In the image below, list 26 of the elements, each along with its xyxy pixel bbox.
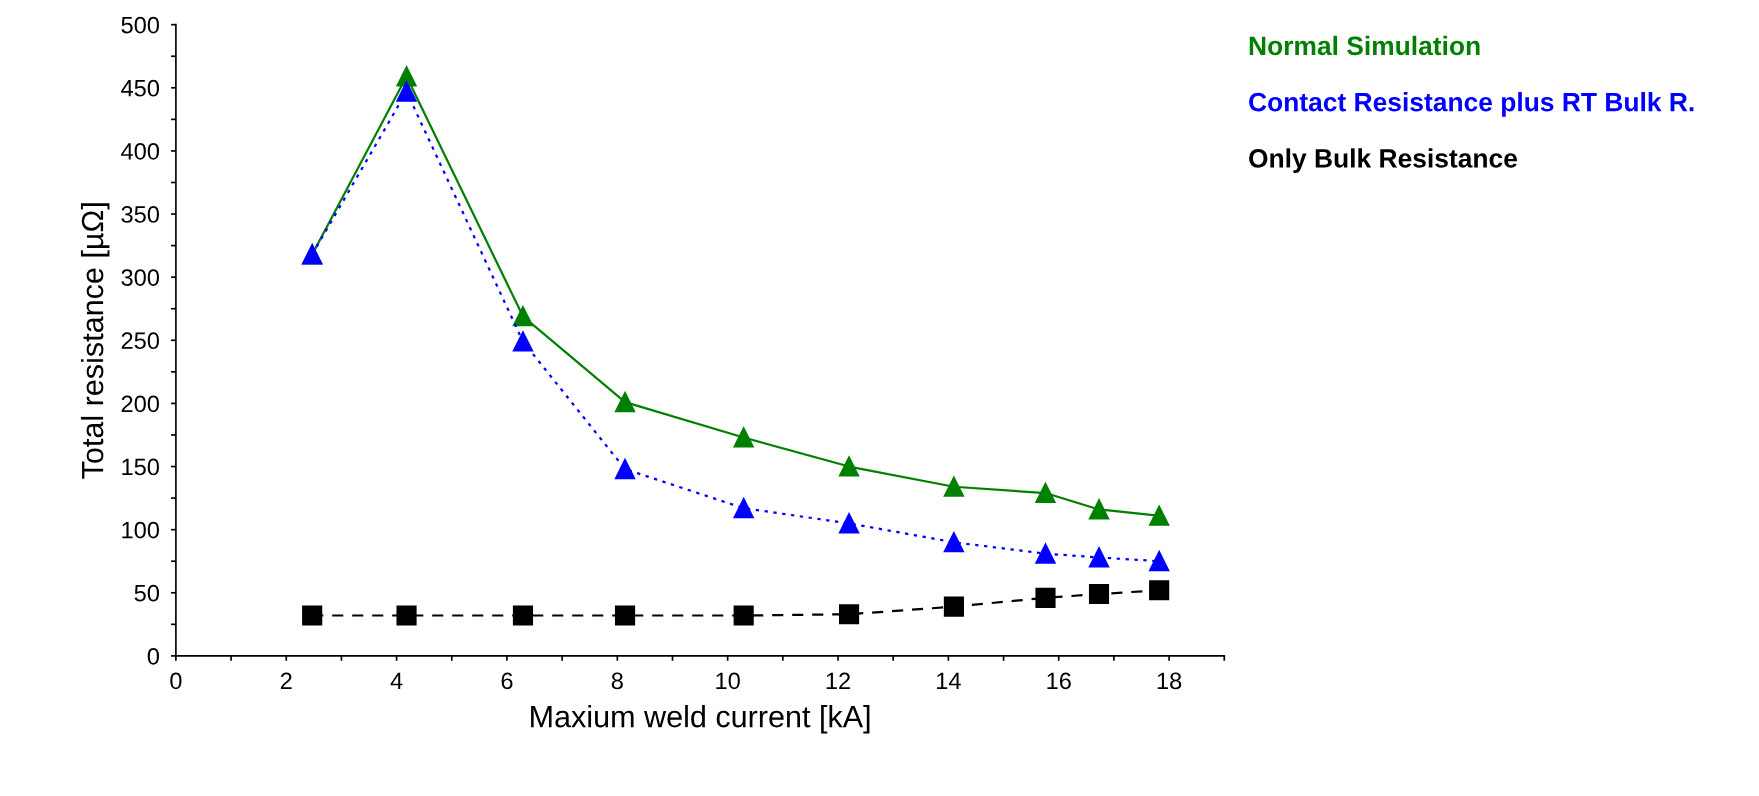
text: Normal Simulation bbox=[1249, 35, 1480, 56]
y-tick-label: 450 bbox=[121, 79, 160, 97]
x-tick-label: 6 bbox=[501, 672, 513, 690]
x-tick-label: 4 bbox=[390, 672, 403, 689]
y-tick-label: 400 bbox=[121, 142, 160, 160]
y-tick-label: 200 bbox=[121, 395, 160, 413]
y-tick-label: 50 bbox=[134, 584, 160, 602]
x-axis-title: Maxium weld current [kA] bbox=[531, 705, 870, 734]
y-tick-label: 100 bbox=[122, 521, 160, 539]
x-tick-label: 18 bbox=[1157, 672, 1182, 690]
text: Only Bulk Resistance bbox=[1249, 148, 1517, 173]
x-tick-label: 8 bbox=[611, 672, 623, 690]
y-tick-label: 0 bbox=[147, 647, 160, 665]
y-tick-label: 300 bbox=[121, 269, 160, 286]
y-tick-label: 250 bbox=[121, 332, 160, 350]
x-tick-label: 2 bbox=[280, 672, 292, 689]
x-tick-label: 16 bbox=[1047, 672, 1071, 690]
y-tick-label: 500 bbox=[121, 16, 160, 34]
y-tick-label: 350 bbox=[121, 206, 160, 223]
x-tick-label: 14 bbox=[937, 672, 961, 689]
y-tick-label: 150 bbox=[122, 458, 160, 476]
x-tick-label: 12 bbox=[826, 672, 850, 689]
x-tick-label: 10 bbox=[716, 672, 740, 690]
text: Contact Resistance plus RT Bulk R. bbox=[1249, 92, 1694, 117]
y-axis-title: Total resistance [µΩ] bbox=[80, 203, 110, 479]
x-tick-label: 0 bbox=[170, 672, 182, 690]
